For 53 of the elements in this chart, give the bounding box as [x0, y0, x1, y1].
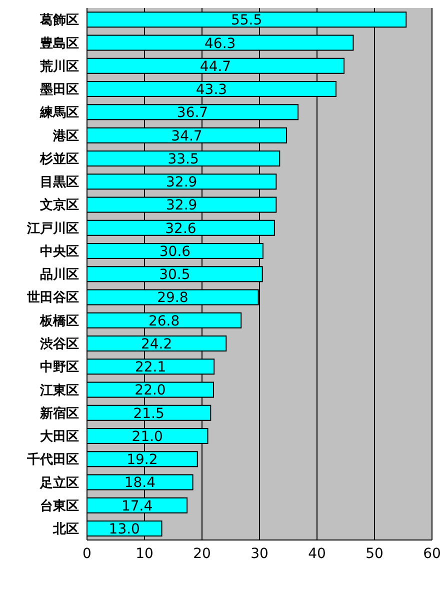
- y-tick-label: 港区: [52, 128, 79, 144]
- y-tick-label: 葛飾区: [39, 12, 79, 28]
- data-label: 33.5: [168, 151, 199, 168]
- y-tick-label: 千代田区: [26, 452, 79, 468]
- data-label: 32.6: [165, 220, 196, 237]
- y-tick-label: 渋谷区: [39, 337, 79, 352]
- y-tick-label: 台東区: [40, 498, 79, 514]
- y-tick-label: 墨田区: [39, 82, 79, 98]
- x-tick-label: 30: [250, 546, 268, 562]
- data-label: 32.9: [166, 174, 198, 191]
- y-tick-label: 豊島区: [39, 35, 79, 52]
- y-tick-label: 荒川区: [39, 58, 79, 74]
- data-label: 22.1: [134, 360, 166, 376]
- data-label: 46.3: [204, 36, 236, 52]
- y-tick-label: 新宿区: [39, 405, 79, 422]
- x-tick-label: 40: [308, 546, 326, 562]
- y-tick-label: 目黒区: [40, 175, 79, 190]
- y-tick-label: 板橋区: [39, 314, 79, 329]
- y-tick-label: 品川区: [40, 268, 79, 283]
- data-label: 21.5: [133, 406, 164, 422]
- x-tick-label: 20: [193, 546, 211, 562]
- x-tick-label: 50: [366, 546, 384, 562]
- data-label: 34.7: [171, 128, 202, 144]
- data-label: 32.9: [166, 198, 198, 214]
- data-label: 19.2: [126, 452, 158, 468]
- data-label: 36.7: [176, 105, 208, 122]
- y-tick-label: 中央区: [40, 244, 79, 260]
- y-tick-label: 世田谷区: [26, 290, 79, 306]
- x-tick-label: 0: [82, 546, 92, 562]
- data-label: 44.7: [200, 58, 232, 75]
- data-label: 24.2: [140, 336, 172, 352]
- data-label: 30.6: [159, 244, 191, 260]
- x-tick-label: 60: [423, 546, 441, 562]
- x-tick-label: 10: [136, 546, 154, 562]
- data-label: 29.8: [157, 290, 188, 306]
- y-tick-label: 大田区: [40, 430, 79, 445]
- data-label: 30.5: [159, 267, 190, 284]
- data-label: 55.5: [230, 12, 262, 29]
- y-tick-label: 中野区: [40, 360, 79, 376]
- y-tick-label: 杉並区: [39, 152, 79, 167]
- y-tick-label: 江東区: [39, 383, 79, 398]
- data-label: 13.0: [108, 522, 140, 538]
- y-tick-label: 足立区: [39, 474, 79, 491]
- data-label: 21.0: [132, 428, 163, 445]
- y-tick-label: 北区: [52, 522, 79, 538]
- data-label: 17.4: [121, 498, 153, 514]
- y-tick-label: 文京区: [39, 197, 79, 214]
- y-tick-label: 江戸川区: [26, 221, 79, 236]
- data-label: 22.0: [134, 382, 166, 399]
- y-tick-label: 練馬区: [39, 106, 79, 121]
- data-label: 26.8: [148, 313, 180, 330]
- data-label: 43.3: [196, 82, 228, 98]
- data-label: 18.4: [124, 475, 156, 492]
